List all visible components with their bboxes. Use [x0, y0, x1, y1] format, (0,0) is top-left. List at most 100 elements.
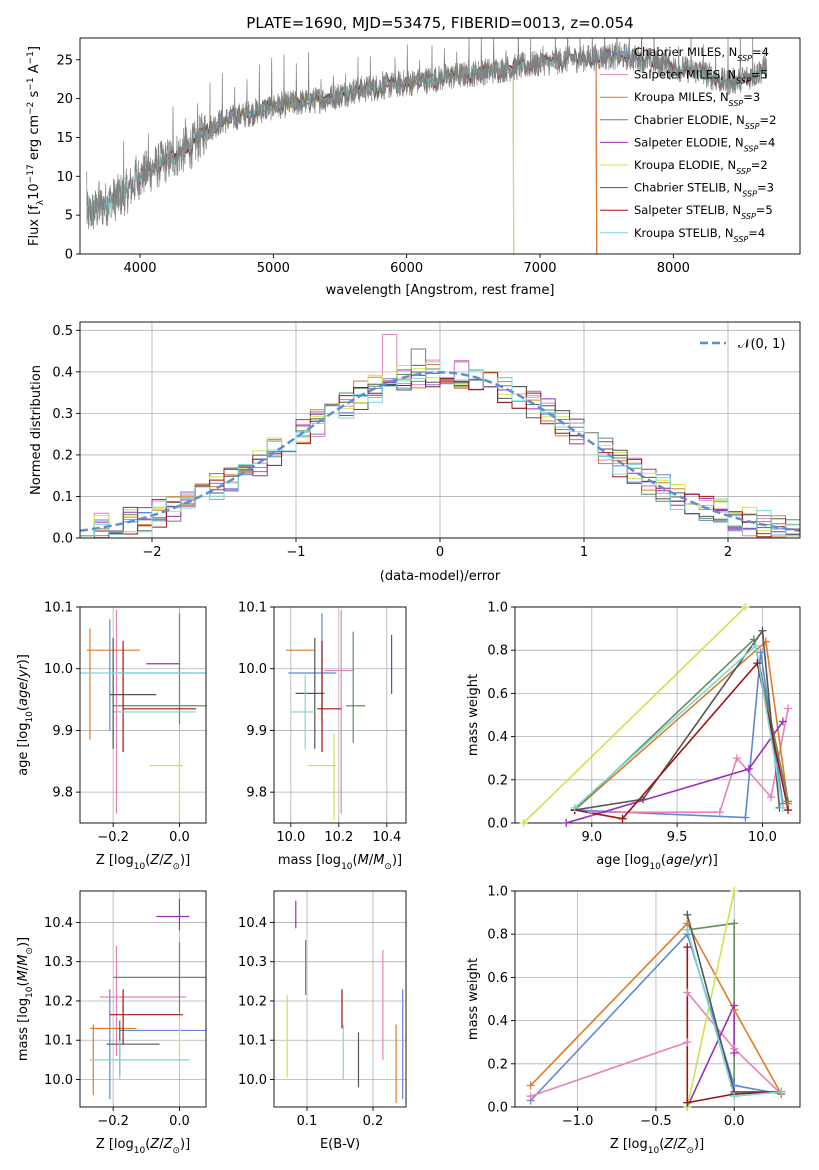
- x-tick-label: 2: [724, 545, 732, 560]
- age-vs-Z-panel: −0.2 0.09.89.910.010.1Z [log10(Z/Z⊙)]age …: [16, 601, 207, 872]
- label-part: Flux [f: [27, 205, 42, 246]
- weight-vs-Z-frame: [514, 890, 801, 1108]
- label-part: SSP: [744, 144, 759, 153]
- label-part: SSP: [745, 121, 760, 130]
- y-axis-label: age [log10(age/yr)]: [16, 654, 35, 776]
- label-part: )]: [708, 853, 718, 868]
- x-tick-label: 0.2: [363, 1114, 384, 1129]
- weight-marker: [715, 808, 724, 817]
- x-axis-label: mass [log10(M/M⊙)]: [278, 853, 402, 872]
- label-part: 10: [341, 862, 353, 872]
- weight-line: [530, 922, 782, 1095]
- normal-distribution-curve: [80, 371, 800, 532]
- y-axis-label: Normed distribution: [29, 365, 44, 495]
- label-part: SSP: [736, 167, 751, 176]
- label-part: (: [145, 1137, 150, 1152]
- label-part: ]: [27, 46, 42, 51]
- label-part: M: [358, 853, 369, 868]
- label-part: Salpeter ELODIE, N: [634, 135, 744, 149]
- label-part: SSP: [737, 54, 752, 63]
- weight-marker: [784, 806, 793, 815]
- label-part: ⊙: [172, 862, 180, 872]
- label-part: Salpeter STELIB, N: [634, 203, 741, 217]
- y-tick-label: 0.1: [52, 490, 73, 505]
- y-tick-label: 0: [65, 248, 73, 263]
- label-part: )]: [180, 1137, 190, 1152]
- weight-marker: [778, 717, 787, 726]
- x-tick-label: 0.0: [724, 1114, 745, 1129]
- legend-label: Chabrier ELODIE, NSSP=2: [634, 113, 776, 131]
- label-part: s: [27, 90, 42, 101]
- weight-marker: [638, 795, 647, 804]
- legend-label: Salpeter ELODIE, NSSP=4: [634, 135, 775, 153]
- weight-line: [574, 661, 789, 820]
- label-part: Z: [149, 853, 160, 868]
- y-tick-label: 10.0: [44, 662, 73, 677]
- weight-marker: [730, 919, 739, 928]
- weight-marker: [730, 1049, 739, 1057]
- label-part: )]: [694, 1137, 704, 1152]
- mass-vs-ebv-plot-area: [286, 900, 404, 1104]
- label-part: =3: [757, 181, 774, 195]
- x-tick-label: 9.0: [581, 830, 602, 845]
- weight-marker: [784, 704, 793, 713]
- weight-line: [686, 947, 782, 1104]
- label-part: 10: [27, 183, 42, 200]
- label-part: SSP: [742, 189, 757, 198]
- label-part: Z: [149, 1137, 160, 1152]
- label-part: Kroupa MILES, N: [634, 90, 729, 104]
- x-tick-label: −0.2: [97, 830, 129, 845]
- y-tick-label: 10.2: [238, 994, 267, 1009]
- label-part: age [log: [596, 853, 649, 868]
- y-tick-label: 10.1: [44, 601, 73, 616]
- legend-label: 𝒩(0, 1): [738, 337, 785, 352]
- y-tick-label: 0.8: [487, 928, 508, 943]
- label-part: M: [373, 853, 384, 868]
- mass-vs-ebv-panel: 0.1 0.2 10.0 10.1 10.2 10.3 10.4 E(B-V): [238, 890, 407, 1152]
- weight-line: [574, 628, 781, 811]
- weight-marker: [777, 1087, 786, 1096]
- y-tick-label: 1.0: [487, 601, 508, 616]
- y-tick-label: 10.4: [238, 916, 267, 931]
- y-tick-label: 10.4: [44, 916, 73, 931]
- label-part: age: [666, 853, 690, 868]
- label-part: Z: [677, 1137, 688, 1152]
- y-tick-label: 10.1: [238, 601, 267, 616]
- y-tick-label: 0.4: [52, 365, 73, 380]
- weight-line: [530, 932, 782, 1102]
- label-part: ⊙: [384, 862, 392, 872]
- label-part: /: [673, 1137, 678, 1152]
- label-part: Z: [163, 1137, 174, 1152]
- label-part: Z [log: [96, 1137, 134, 1152]
- label-part: λ: [36, 199, 46, 205]
- label-part: /: [16, 965, 31, 970]
- legend-label: Salpeter STELIB, NSSP=5: [634, 203, 773, 221]
- x-tick-label: 10.0: [748, 830, 777, 845]
- weight-marker: [562, 819, 571, 827]
- y-axis-label: mass weight: [466, 958, 481, 1040]
- weight-marker: [761, 637, 770, 646]
- weight-marker: [730, 887, 739, 895]
- label-part: 10: [25, 986, 35, 998]
- y-axis-label: Flux [fλ10−17 erg cm−2 s−1 A−1]: [26, 46, 46, 246]
- chart-title: PLATE=1690, MJD=53475, FIBERID=0013, z=0…: [246, 14, 633, 32]
- x-tick-label: 7000: [523, 261, 556, 276]
- label-part: M: [16, 955, 31, 966]
- label-part: =2: [751, 158, 768, 172]
- weight-marker: [778, 803, 787, 812]
- mass-vs-Z-plot-area: [89, 898, 206, 1100]
- weight-vs-Z-panel: −1.0 −0.5 0.0 0.0 0.2 0.4 0.6 0.8 1.0 mass weight…: [466, 885, 801, 1156]
- y-axis-label: mass weight: [466, 674, 481, 756]
- residuals-panel: −2 −1 0 1 2 0.0 0.1 0.2 0.3 0.4 0.5 Normed distribu…: [29, 321, 801, 584]
- label-part: Z: [163, 853, 174, 868]
- weight-line: [522, 607, 746, 823]
- weight-marker: [756, 648, 765, 657]
- x-axis-label: Z [log10(Z/Z⊙)]: [96, 853, 190, 872]
- label-part: (: [16, 981, 31, 986]
- label-part: −17: [26, 164, 36, 183]
- x-tick-label: 0.1: [297, 1114, 318, 1129]
- label-part: )]: [16, 937, 31, 947]
- label-part: Chabrier MILES, N: [634, 45, 737, 59]
- label-part: erg cm: [27, 115, 42, 164]
